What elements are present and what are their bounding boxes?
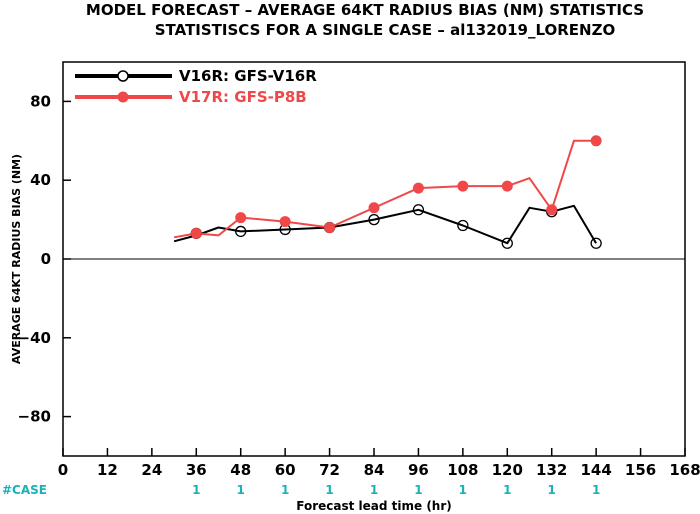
- legend-label-v16r: V16R: GFS-V16R: [179, 67, 317, 85]
- chart-title-line2: STATISTISCS FOR A SINGLE CASE – al132019…: [155, 21, 616, 39]
- series-1-point: [457, 219, 469, 232]
- series-line-2: [173, 139, 597, 239]
- case-count: 1: [325, 483, 333, 497]
- x-tick-label: 36: [186, 461, 207, 479]
- case-count: 1: [237, 483, 245, 497]
- case-count: 1: [503, 483, 511, 497]
- x-axis-label: Forecast lead time (hr): [296, 499, 452, 513]
- legend: V16R: GFS-V16R V17R: GFS-P8B: [75, 67, 317, 106]
- series-1-point: [501, 237, 513, 249]
- y-tick-label: −40: [18, 329, 51, 347]
- x-tick-label: 108: [447, 461, 478, 479]
- legend-label-v17r: V17R: GFS-P8B: [179, 88, 307, 106]
- series-2-point: [324, 221, 336, 233]
- x-tick-label: 120: [492, 461, 523, 479]
- case-count: 1: [192, 483, 200, 497]
- x-tick-label: 144: [580, 461, 611, 479]
- series-2-point: [190, 227, 202, 239]
- x-tick-label: 12: [97, 461, 118, 479]
- case-count: 1: [548, 483, 556, 497]
- x-tick-label: 84: [364, 461, 385, 479]
- x-tick-label: 156: [625, 461, 656, 479]
- series-1-point: [590, 237, 602, 249]
- series-2-point: [457, 180, 469, 192]
- x-tick-label: 72: [319, 461, 340, 479]
- x-tick-label: 96: [408, 461, 429, 479]
- series-2-point: [235, 212, 247, 224]
- series-2-point: [368, 202, 380, 214]
- series-1-point: [412, 204, 425, 216]
- x-tick-label: 48: [230, 461, 251, 479]
- series-line-1: [173, 204, 597, 245]
- legend-marker-v17r: [117, 91, 129, 103]
- y-tick-label: −80: [18, 408, 51, 426]
- x-tick-label: 24: [141, 461, 162, 479]
- series-2-point: [412, 182, 424, 194]
- series-1-point: [368, 213, 380, 226]
- case-count: 1: [414, 483, 422, 497]
- legend-marker-v16r: [117, 70, 129, 82]
- x-tick-label: 168: [669, 461, 700, 479]
- x-tick-label: 132: [536, 461, 567, 479]
- series-2-point: [279, 216, 291, 228]
- case-count: 1: [459, 483, 467, 497]
- y-tick-label: 40: [30, 171, 51, 189]
- x-tick-label: 60: [275, 461, 296, 479]
- chart-title-line1: MODEL FORECAST – AVERAGE 64KT RADIUS BIA…: [86, 1, 644, 19]
- case-count: 1: [281, 483, 289, 497]
- y-axis-label: AVERAGE 64KT RADIUS BIAS (NM): [10, 154, 23, 364]
- series-2-point: [590, 135, 602, 147]
- x-tick-label: 0: [58, 461, 68, 479]
- series-2-point: [546, 204, 558, 216]
- series-2-point: [501, 180, 513, 192]
- y-tick-label: 0: [41, 250, 51, 268]
- case-label: #CASE: [2, 483, 47, 497]
- case-count: 1: [370, 483, 378, 497]
- y-tick-label: 80: [30, 92, 51, 110]
- series-1-point: [235, 225, 247, 238]
- case-count: 1: [592, 483, 600, 497]
